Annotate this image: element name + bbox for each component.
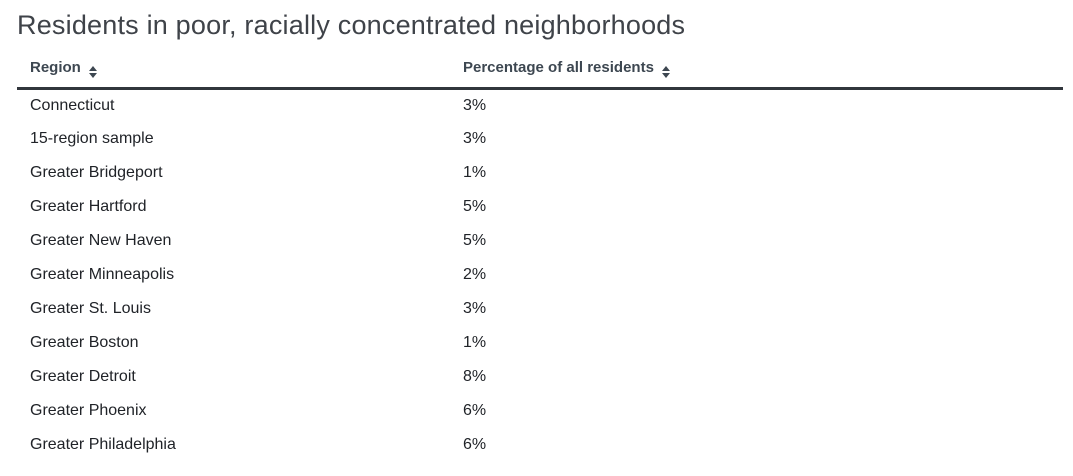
region-cell: Greater Boston [30, 334, 139, 351]
table-row: Connecticut 3% [17, 88, 1063, 122]
chart-title: Residents in poor, racially concentrated… [17, 10, 686, 40]
value-cell: 5% [463, 232, 487, 249]
sort-down-arrow-icon [88, 72, 97, 78]
value-cell: 6% [463, 402, 487, 419]
column-header-percentage[interactable]: Percentage of all residents [463, 42, 1063, 88]
region-cell: 15-region sample [30, 130, 154, 147]
value-cell: 8% [463, 368, 487, 385]
value-cell: 1% [463, 164, 487, 181]
region-cell: Greater Phoenix [30, 402, 147, 419]
table-row: 15-region sample 3% [17, 122, 1063, 156]
sort-down-arrow-icon [661, 72, 670, 78]
table-row: Greater Boston 1% [17, 326, 1063, 360]
column-header-region[interactable]: Region [17, 42, 463, 88]
region-cell: Greater Hartford [30, 198, 147, 215]
region-cell: Greater New Haven [30, 232, 172, 249]
value-cell: 6% [463, 436, 487, 453]
table-row: Greater Phoenix 6% [17, 394, 1063, 428]
sort-icon[interactable] [88, 65, 97, 78]
value-cell: 3% [463, 130, 487, 147]
column-header-percentage-label: Percentage of all residents [463, 58, 654, 76]
table-row: Greater Philadelphia 6% [17, 428, 1063, 462]
column-header-region-label: Region [30, 58, 81, 76]
value-cell: 5% [463, 198, 487, 215]
table-row: Greater Detroit 8% [17, 360, 1063, 394]
value-cell: 1% [463, 334, 487, 351]
data-table: Region Percentage of all residents Conne… [17, 42, 1063, 462]
sort-icon[interactable] [661, 65, 670, 78]
value-cell: 3% [463, 96, 487, 114]
region-cell: Greater Minneapolis [30, 266, 175, 283]
region-cell: Greater St. Louis [30, 300, 151, 317]
table-row: Greater New Haven 5% [17, 224, 1063, 258]
table-row: Greater Hartford 5% [17, 190, 1063, 224]
value-cell: 3% [463, 300, 487, 317]
table-row: Greater Bridgeport 1% [17, 156, 1063, 190]
table-row: Greater Minneapolis 2% [17, 258, 1063, 292]
region-cell: Connecticut [30, 96, 115, 114]
region-cell: Greater Bridgeport [30, 164, 163, 181]
region-cell: Greater Philadelphia [30, 436, 176, 453]
value-cell: 2% [463, 266, 487, 283]
sort-up-arrow-icon [661, 65, 670, 71]
sort-up-arrow-icon [88, 65, 97, 71]
region-cell: Greater Detroit [30, 368, 136, 385]
header-row: Region Percentage of all residents [17, 42, 1063, 88]
table-body: Connecticut 3% 15-region sample 3% Great… [17, 88, 1063, 462]
table-row: Greater St. Louis 3% [17, 292, 1063, 326]
